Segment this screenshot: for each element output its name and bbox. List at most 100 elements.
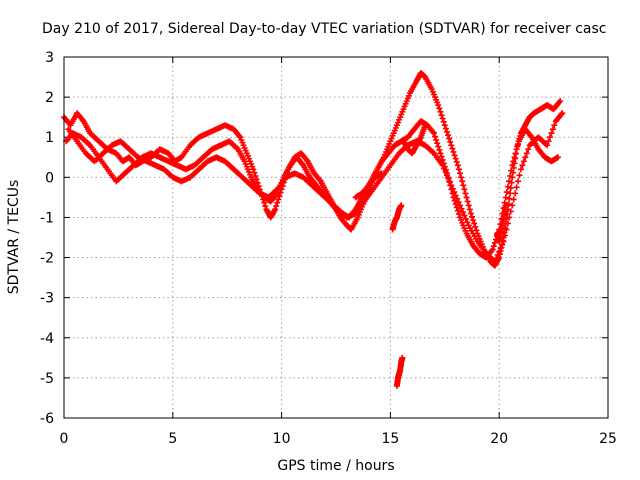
data-point xyxy=(447,138,454,145)
data-point xyxy=(519,162,526,169)
data-point xyxy=(464,219,471,226)
data-point xyxy=(507,172,514,179)
data-point xyxy=(433,136,440,143)
data-point xyxy=(448,182,455,189)
data-point xyxy=(491,239,498,246)
data-point xyxy=(399,354,406,361)
data-point xyxy=(438,112,445,119)
data-point xyxy=(422,122,429,129)
data-point xyxy=(490,243,497,250)
x-tick-label: 20 xyxy=(490,431,508,447)
data-point xyxy=(505,178,512,185)
data-point xyxy=(461,212,468,219)
data-point xyxy=(513,146,520,153)
data-point xyxy=(454,207,461,214)
data-point xyxy=(455,199,462,206)
data-point xyxy=(446,135,453,142)
x-tick-label: 5 xyxy=(168,431,177,447)
data-point xyxy=(439,162,446,169)
data-point xyxy=(458,205,465,212)
chart-title: Day 210 of 2017, Sidereal Day-to-day VTE… xyxy=(42,21,606,37)
data-point xyxy=(250,166,257,173)
data-point xyxy=(507,208,514,215)
data-point xyxy=(443,172,450,179)
data-point xyxy=(504,220,511,227)
data-point xyxy=(551,122,558,129)
data-point xyxy=(462,215,469,222)
data-point xyxy=(467,210,474,217)
data-point xyxy=(448,142,455,149)
data-point xyxy=(453,204,460,211)
data-point xyxy=(449,185,456,192)
data-point xyxy=(548,130,555,137)
data-point xyxy=(463,194,470,201)
series-track-3 xyxy=(65,110,566,265)
series-segment-5 xyxy=(494,202,509,245)
data-point xyxy=(261,199,268,206)
data-point xyxy=(516,172,523,179)
data-point xyxy=(451,189,458,196)
y-tick-label: -2 xyxy=(40,251,54,267)
data-point xyxy=(510,196,517,203)
x-tick-label: 0 xyxy=(60,431,69,447)
data-point xyxy=(472,223,479,230)
data-point xyxy=(520,158,527,165)
data-point xyxy=(442,168,449,175)
data-point xyxy=(546,134,553,141)
data-point xyxy=(430,130,437,137)
plot-frame xyxy=(63,56,609,419)
data-point xyxy=(454,162,461,169)
data-point xyxy=(437,150,444,157)
series-segment-2 xyxy=(393,354,406,389)
data-point xyxy=(497,245,504,252)
data-point xyxy=(464,198,471,205)
data-point xyxy=(443,128,450,135)
data-point xyxy=(454,195,461,202)
data-point xyxy=(252,172,259,179)
data-point xyxy=(508,167,515,174)
data-points xyxy=(61,70,566,389)
data-point xyxy=(499,241,506,248)
series-segment-4 xyxy=(400,122,429,157)
data-point xyxy=(504,183,511,190)
data-point xyxy=(453,158,460,165)
data-point xyxy=(493,255,500,262)
data-point xyxy=(398,202,405,209)
data-point xyxy=(554,154,561,161)
data-point xyxy=(442,125,449,132)
data-point xyxy=(451,152,458,159)
data-point xyxy=(441,122,448,129)
data-point xyxy=(515,178,522,185)
data-point xyxy=(455,166,462,173)
y-tick-label: 0 xyxy=(45,170,54,186)
data-point xyxy=(273,203,280,210)
data-point xyxy=(494,251,501,258)
x-axis-label: GPS time / hours xyxy=(277,458,394,474)
data-point xyxy=(491,258,498,265)
data-point xyxy=(445,132,452,139)
data-point xyxy=(523,150,530,157)
data-point xyxy=(436,105,443,112)
data-point xyxy=(378,170,385,177)
data-point xyxy=(452,192,459,199)
data-point xyxy=(559,110,566,117)
data-point xyxy=(457,170,464,177)
data-point xyxy=(506,214,513,221)
data-point xyxy=(435,143,442,150)
data-point xyxy=(450,148,457,155)
x-tick-label: 10 xyxy=(273,431,291,447)
data-point xyxy=(502,202,509,209)
y-tick-label: 1 xyxy=(45,130,54,146)
data-point xyxy=(439,115,446,122)
y-tick-label: -6 xyxy=(40,411,54,427)
y-tick-label: -3 xyxy=(40,291,54,307)
data-point xyxy=(514,142,521,149)
data-point xyxy=(449,145,456,152)
data-point xyxy=(465,202,472,209)
data-point xyxy=(274,199,281,206)
series-segment-3 xyxy=(352,170,385,201)
data-point xyxy=(509,202,516,209)
data-point xyxy=(445,175,452,182)
data-point xyxy=(437,108,444,115)
